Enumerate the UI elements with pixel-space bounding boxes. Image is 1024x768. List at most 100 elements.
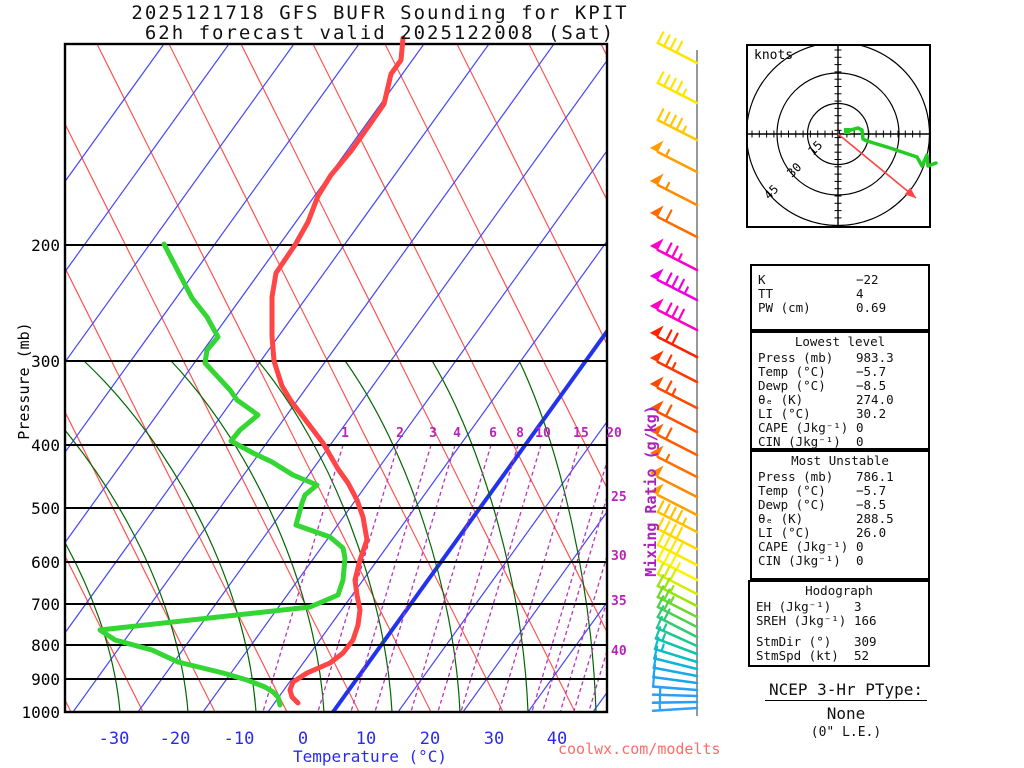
table-row-value: 0.69 [856,300,887,315]
wind-barb [649,483,699,517]
table-row: Temp (°C) −5.7 [752,484,928,498]
wind-barb [652,645,699,671]
table-row-label: Temp (°C) [758,364,826,379]
table-most-unstable: Most Unstable Press (mb) 786.1 Temp (°C) −5.… [750,450,930,580]
wind-barb [649,325,699,359]
temperature-tick-label: 40 [546,729,568,749]
pressure-tick-label: 600 [31,553,60,572]
temperature-trace [269,35,406,706]
mixing-ratio-line [410,444,492,711]
wind-barb [656,71,699,105]
table-row-label: CIN (Jkg⁻¹) [758,553,841,568]
table-row-value: 0 [856,539,864,554]
storm-motion-arrowhead [904,187,916,198]
temperature-tick-label: 10 [355,729,377,749]
isotherm-line [66,45,489,633]
table-row-label: LI (°C) [758,406,811,421]
mixing-ratio-line [262,444,344,711]
wind-barb [649,445,699,479]
wind-barb [649,140,699,174]
table-row: Press (mb) 983.3 [752,351,928,365]
isotherm-line [72,45,554,711]
wind-barb [656,108,699,142]
table-row-label: θₑ (K) [758,511,804,526]
mixing-ratio-label: 25 [611,490,627,505]
table-row-label: CAPE (Jkg⁻¹) [758,539,849,554]
wind-barb [656,574,699,608]
table-row-label: EH (Jkg⁻¹) [756,599,832,614]
table-row-value: 4 [856,286,864,301]
table-row-value: −8.5 [856,378,887,393]
table-row-label: θₑ (K) [758,392,804,407]
moist-adiabat-line [66,543,121,711]
hodograph-trace [845,126,938,168]
table-row: Temp (°C) −5.7 [752,365,928,379]
pressure-tick-label: 300 [31,352,60,371]
table-row-label: PW (cm) [758,300,811,315]
watermark-link[interactable]: coolwx.com/modelts [558,740,721,758]
table-row: StmSpd (kt) 52 [750,649,928,663]
table-row-label: LI (°C) [758,525,811,540]
isotherm-line [66,45,164,182]
dry-adiabat-line [66,412,216,711]
table-row: TT 4 [752,287,928,301]
table-row-label: StmSpd (kt) [756,648,839,663]
dry-adiabat-line [168,45,504,711]
table-row-label: Dewp (°C) [758,497,826,512]
moist-adiabat-line [83,360,257,711]
table-row-value: 288.5 [856,511,894,526]
chart-title-line1: 2025121718 GFS BUFR Sounding for KPIT [131,2,629,24]
mixing-ratio-label: 3 [429,426,437,441]
isotherm-line [66,45,359,452]
isotherm-line [66,45,229,272]
mixing-ratio-label: 6 [489,426,497,441]
table-row-value: 52 [854,648,870,663]
isotherm-line [202,151,606,711]
mixing-ratio-line [460,444,542,711]
storm-motion-arrow [837,133,917,199]
table-row: PW (cm) 0.69 [752,301,928,315]
table-row: θₑ (K) 288.5 [752,512,928,526]
temperature-tick-label: -20 [159,729,191,749]
table-header: Lowest level [794,334,886,349]
wind-barb [651,702,699,713]
table-row-value: 26.0 [856,525,887,540]
table-row-value: 30.2 [856,406,887,421]
wind-barb [656,517,699,551]
isotherm-line [397,422,606,711]
table-row: Press (mb) 786.1 [752,470,928,484]
isotherm-line [66,45,294,362]
table-row-label: Press (mb) [758,350,834,365]
pressure-tick-label: 700 [31,595,60,614]
mixing-ratio-label: 40 [611,644,627,659]
table-indices: K −22 TT 4 PW (cm) 0.69 [750,264,930,331]
wind-barb [656,595,699,629]
isotherm-line [462,512,606,711]
dry-adiabat-line [66,124,360,711]
table-row-label: Press (mb) [758,469,834,484]
mixing-ratio-label: 15 [573,426,589,441]
moist-adiabat-line [257,360,393,711]
moist-adiabat-line [518,360,597,711]
wind-barb [649,376,699,410]
mixing-ratio-line [437,444,519,711]
temperature-tick-label: -10 [223,729,255,749]
pressure-tick-label: 1000 [21,703,60,722]
wind-barb [656,31,699,65]
wind-barb [656,562,699,596]
moist-adiabat-line [344,360,461,711]
pressure-tick-label: 800 [31,636,60,655]
table-row-label: StmDir (°) [756,634,832,649]
table-row-label: CIN (Jkg⁻¹) [758,434,841,449]
wind-barb [649,350,699,384]
temperature-tick-label: 0 [297,729,309,749]
table-row-label: Dewp (°C) [758,378,826,393]
table-row-value: 786.1 [856,469,894,484]
mixing-ratio-line [559,557,606,711]
table-row: LI (°C) 26.0 [752,526,928,540]
table-row-value: 983.3 [856,350,894,365]
ptype-detail: (0" L.E.) [810,725,882,740]
table-row-value: −5.7 [856,483,887,498]
freezing-isotherm-line [331,329,606,711]
